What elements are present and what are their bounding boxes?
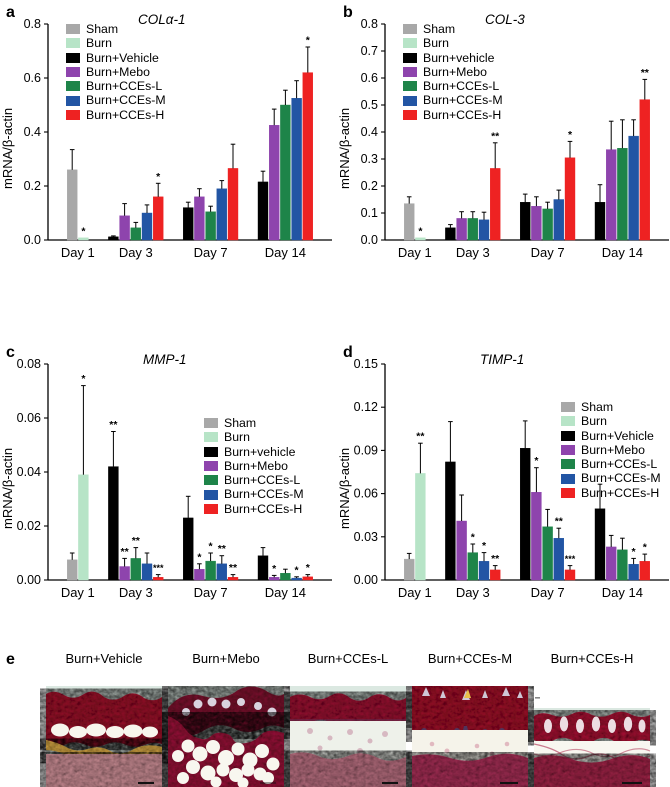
svg-text:0.6: 0.6 [361, 71, 378, 85]
svg-text:***: *** [565, 554, 576, 564]
svg-text:*: * [643, 542, 648, 554]
svg-text:Day 14: Day 14 [265, 245, 306, 260]
svg-text:0.4: 0.4 [24, 125, 41, 139]
svg-text:*: * [418, 225, 423, 237]
svg-text:Day 14: Day 14 [602, 585, 643, 600]
svg-text:**: ** [491, 130, 500, 142]
svg-text:0.2: 0.2 [361, 179, 378, 193]
svg-text:0.0: 0.0 [24, 233, 41, 247]
svg-text:0.7: 0.7 [361, 44, 378, 58]
svg-text:Day 7: Day 7 [194, 245, 228, 260]
svg-text:Day 3: Day 3 [119, 245, 153, 260]
svg-text:*: * [306, 562, 311, 574]
svg-text:0.04: 0.04 [17, 465, 41, 479]
svg-text:0.1: 0.1 [361, 206, 378, 220]
svg-text:0.02: 0.02 [17, 519, 41, 533]
svg-text:0.4: 0.4 [361, 125, 378, 139]
svg-text:0.09: 0.09 [354, 443, 378, 457]
svg-text:*: * [295, 564, 300, 576]
svg-text:0.5: 0.5 [361, 98, 378, 112]
svg-text:0.15: 0.15 [354, 357, 378, 371]
svg-text:0.06: 0.06 [17, 411, 41, 425]
svg-text:**: ** [555, 516, 564, 528]
svg-text:0.0: 0.0 [361, 233, 378, 247]
svg-text:0.00: 0.00 [17, 573, 41, 587]
svg-text:**: ** [218, 543, 227, 555]
svg-text:***: *** [153, 563, 164, 573]
svg-text:Day 14: Day 14 [265, 585, 306, 600]
svg-text:0.03: 0.03 [354, 530, 378, 544]
svg-text:**: ** [109, 419, 118, 431]
svg-text:0.2: 0.2 [24, 179, 41, 193]
svg-text:0.6: 0.6 [24, 71, 41, 85]
svg-text:*: * [482, 540, 487, 552]
svg-text:Day 1: Day 1 [61, 245, 95, 260]
svg-text:*: * [81, 373, 86, 385]
svg-text:*: * [568, 129, 573, 141]
svg-text:Day 7: Day 7 [194, 585, 228, 600]
svg-text:Day 7: Day 7 [531, 245, 565, 260]
svg-text:Day 1: Day 1 [61, 585, 95, 600]
svg-text:0.12: 0.12 [354, 400, 378, 414]
svg-text:Day 7: Day 7 [531, 585, 565, 600]
svg-text:*: * [197, 551, 202, 563]
svg-text:*: * [534, 455, 539, 467]
svg-text:Day 3: Day 3 [119, 585, 153, 600]
svg-text:Day 1: Day 1 [398, 245, 432, 260]
svg-text:Day 1: Day 1 [398, 585, 432, 600]
svg-text:Day 3: Day 3 [456, 585, 490, 600]
svg-text:*: * [272, 563, 277, 575]
svg-text:**: ** [229, 562, 238, 574]
svg-text:Day 14: Day 14 [602, 245, 643, 260]
svg-text:0.06: 0.06 [354, 487, 378, 501]
svg-text:0.8: 0.8 [24, 17, 41, 31]
svg-text:*: * [632, 546, 637, 558]
svg-text:0.3: 0.3 [361, 152, 378, 166]
svg-text:**: ** [491, 553, 500, 565]
svg-text:**: ** [416, 431, 425, 443]
svg-text:*: * [306, 35, 311, 47]
svg-text:**: ** [641, 67, 650, 79]
svg-text:*: * [156, 171, 161, 183]
svg-text:**: ** [121, 546, 130, 558]
svg-text:*: * [471, 532, 476, 544]
svg-text:0.8: 0.8 [361, 17, 378, 31]
svg-text:0.00: 0.00 [354, 573, 378, 587]
svg-text:Day 3: Day 3 [456, 245, 490, 260]
svg-text:*: * [81, 225, 86, 237]
svg-text:0.08: 0.08 [17, 357, 41, 371]
svg-text:*: * [209, 541, 214, 553]
svg-text:**: ** [132, 535, 141, 547]
